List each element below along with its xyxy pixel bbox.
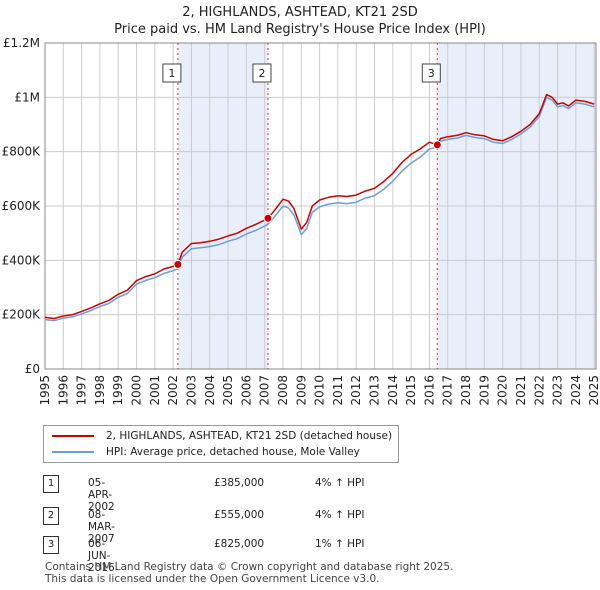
- x-tick-label: 2020: [496, 375, 510, 406]
- legend-swatch-hpi: [52, 451, 94, 453]
- transaction-hpi: 1% ↑ HPI: [315, 538, 365, 550]
- sale-label-number: 2: [258, 67, 265, 80]
- sale-label-number: 3: [428, 67, 435, 80]
- x-tick-label: 2000: [130, 375, 144, 406]
- x-tick-label: 1998: [93, 375, 107, 406]
- legend-item-hpi: HPI: Average price, detached house, Mole…: [52, 444, 360, 460]
- y-tick-label: £200K: [2, 308, 42, 322]
- transaction-hpi: 4% ↑ HPI: [315, 509, 365, 521]
- x-tick-label: 2013: [368, 375, 382, 406]
- x-tick-label: 2001: [148, 375, 162, 406]
- transaction-price: £385,000: [214, 477, 265, 489]
- legend-label-property: 2, HIGHLANDS, ASHTEAD, KT21 2SD (detache…: [106, 430, 393, 442]
- x-tick-label: 2019: [477, 375, 491, 406]
- x-tick-label: 2021: [514, 375, 528, 406]
- x-tick-label: 2015: [404, 375, 418, 406]
- y-tick-label: £1.2M: [3, 36, 40, 50]
- y-tick-label: £1M: [14, 90, 40, 104]
- x-tick-label: 2012: [349, 375, 363, 406]
- transaction-hpi: 4% ↑ HPI: [315, 477, 365, 489]
- x-tick-label: 2010: [313, 375, 327, 406]
- chart-title: 2, HIGHLANDS, ASHTEAD, KT21 2SD: [182, 5, 418, 20]
- x-tick-label: 2002: [166, 375, 180, 406]
- footer-line-licence: This data is licensed under the Open Gov…: [45, 573, 380, 585]
- transaction-number: 1: [43, 475, 59, 493]
- legend: 2, HIGHLANDS, ASHTEAD, KT21 2SD (detache…: [43, 425, 399, 463]
- x-tick-label: 2016: [422, 375, 436, 406]
- transaction-price: £555,000: [214, 509, 265, 521]
- y-tick-label: £0: [25, 362, 40, 376]
- sale-label-box: [421, 63, 441, 83]
- x-tick-label: 2025: [587, 375, 600, 406]
- x-tick-label: 2009: [294, 375, 308, 406]
- transaction-date: 06-JUN-2016: [88, 538, 115, 574]
- x-tick-label: 2003: [184, 375, 198, 406]
- x-tick-label: 2007: [258, 375, 272, 406]
- footer-line-copyright: Contains HM Land Registry data © Crown c…: [45, 561, 454, 573]
- y-tick-label: £600K: [2, 199, 42, 213]
- x-tick-label: 2008: [276, 375, 290, 406]
- sale-point: [263, 213, 273, 223]
- y-tick-label: £400K: [2, 253, 42, 267]
- sale-label-number: 1: [168, 67, 175, 80]
- transaction-number: 3: [43, 536, 59, 554]
- x-tick-label: 2017: [441, 375, 455, 406]
- x-tick-label: 1995: [38, 375, 52, 406]
- x-tick-label: 2004: [203, 375, 217, 406]
- chart-subtitle: Price paid vs. HM Land Registry's House …: [114, 22, 486, 37]
- transaction-number: 2: [43, 507, 59, 525]
- property-series-line: [44, 93, 595, 320]
- x-tick-label: 2022: [532, 375, 546, 406]
- y-tick-label: £800K: [2, 145, 42, 159]
- hpi-series-line: [44, 96, 595, 322]
- sale-point: [173, 259, 183, 269]
- sale-label-box: [162, 63, 182, 83]
- x-tick-label: 1999: [111, 375, 125, 406]
- price-chart: 2, HIGHLANDS, ASHTEAD, KT21 2SD Price pa…: [2, 5, 600, 406]
- transaction-date: 08-MAR-2007: [88, 509, 115, 545]
- footer-attribution: Contains HM Land Registry data © Crown c…: [45, 561, 453, 585]
- x-tick-label: 2011: [331, 375, 345, 406]
- legend-item-property: 2, HIGHLANDS, ASHTEAD, KT21 2SD (detache…: [52, 428, 392, 444]
- legend-label-hpi: HPI: Average price, detached house, Mole…: [106, 446, 360, 458]
- plot-border: [44, 42, 597, 370]
- x-tick-label: 2014: [386, 375, 400, 406]
- x-tick-label: 1996: [56, 375, 70, 406]
- legend-swatch-property: [52, 435, 94, 437]
- transaction-price: £825,000: [214, 538, 265, 550]
- x-tick-label: 2023: [551, 375, 565, 406]
- x-tick-label: 2018: [459, 375, 473, 406]
- x-tick-label: 2006: [239, 375, 253, 406]
- sale-label-box: [252, 63, 272, 83]
- x-tick-label: 1997: [75, 375, 89, 406]
- transaction-date: 05-APR-2002: [88, 477, 115, 513]
- x-tick-label: 2005: [221, 375, 235, 406]
- sale-point: [432, 140, 442, 150]
- x-tick-label: 2024: [569, 375, 583, 406]
